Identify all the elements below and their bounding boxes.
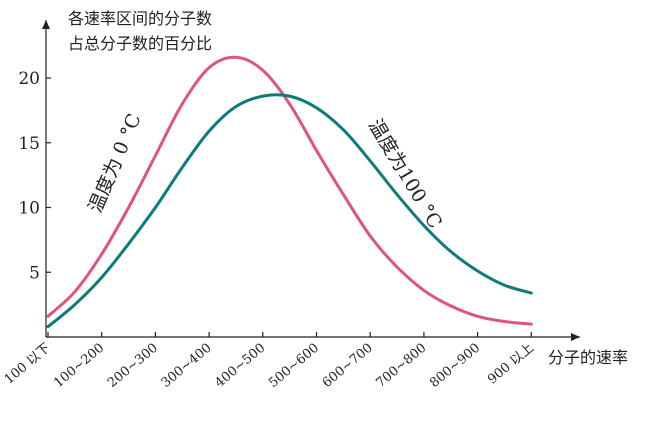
x-tick-label: 500~600 [266, 341, 322, 391]
annotation-0c: 温度为 0 °C [84, 111, 145, 216]
x-tick-label: 100 以下 [2, 341, 54, 388]
annotation-100c: 温度为100 °C [364, 115, 446, 232]
x-tick-label: 700~800 [373, 341, 429, 391]
series-line-100c [46, 93, 533, 329]
y-tick-label: 10 [18, 199, 40, 219]
y-ticks: 5 10 15 20 [18, 69, 51, 283]
y-tick-label: 15 [18, 134, 40, 154]
x-tick-label: 400~500 [212, 341, 268, 391]
x-tick-label: 600~700 [320, 341, 376, 391]
x-axis-label: 分子的速率 [548, 348, 628, 367]
x-tick-label: 200~300 [105, 341, 161, 391]
x-tick-label: 900 以上 [485, 341, 537, 388]
series-lines [46, 55, 533, 329]
y-axis-label-line2: 占总分子数的百分比 [68, 34, 212, 53]
y-tick-label: 5 [29, 263, 40, 283]
x-tick-label: 300~400 [159, 341, 215, 391]
x-tick-label: 100~200 [51, 341, 107, 391]
series-line-0c [46, 55, 533, 326]
x-tick-label: 800~900 [427, 341, 483, 391]
y-tick-label: 20 [18, 69, 40, 89]
y-axis-label-line1: 各速率区间的分子数 [68, 9, 212, 28]
x-ticks: 100 以下100~200200~300300~400400~500500~60… [2, 332, 537, 391]
